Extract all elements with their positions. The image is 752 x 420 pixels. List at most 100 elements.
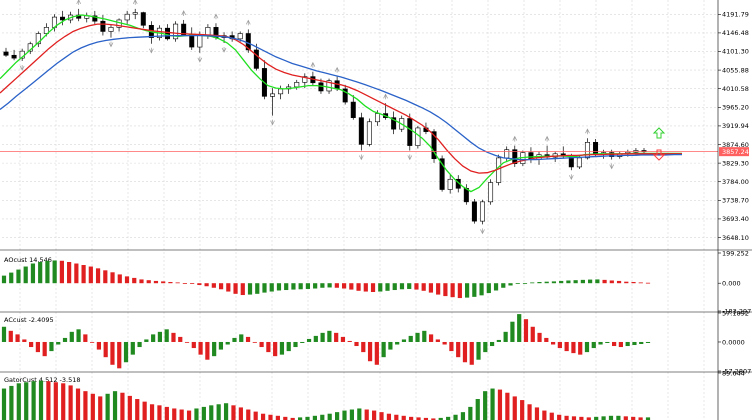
candle-body [124,13,130,21]
gator-histogram [1,380,651,420]
ao-bar [341,283,347,289]
candle-body [407,118,413,146]
ao-bar [146,280,151,284]
ao-bar [45,260,50,284]
ao-bar [588,279,593,284]
ac-bar [232,337,237,342]
ac-bar [578,341,583,355]
gator-bar [349,409,355,420]
candle-body [576,157,582,168]
candle-body [342,88,348,103]
gator-bar [416,417,421,420]
ao-bar [313,283,318,289]
ao-bar [226,283,231,292]
ac-bar [171,332,176,342]
gator-bar [460,412,466,420]
ac-bar [56,341,61,345]
price-panel[interactable] [0,0,718,235]
gator-bar [90,393,95,420]
ac-bar [90,341,95,343]
candle-body [374,113,380,123]
gator-bar [61,383,66,420]
gator-bar [53,382,58,420]
candle-body [366,121,372,145]
gator-bar [157,405,162,420]
y-tick-label: 3919.94 [722,122,749,130]
ac-bar [320,332,325,342]
ac-bar [218,341,224,350]
gator-indicator-label: GatorCust 4.512 -3.518 [4,376,81,384]
candle-body [504,149,510,159]
gator-bar [149,404,155,420]
ac-oscillator-panel[interactable]: ACcust -2.4095 [1,314,651,369]
candle-body [471,201,477,222]
ac-bar [42,341,47,357]
gator-bar [164,406,169,420]
ao-bar [580,279,585,284]
red-moving-average-line [0,23,682,174]
candle [584,138,590,160]
y-tick-label: 4055.88 [722,66,749,74]
ao-bar [103,270,108,284]
gator-bar [120,392,125,420]
ao-bar [168,281,173,284]
gator-bar [342,410,347,420]
ao-bar [486,283,491,294]
fractal-up-marker-icon [334,66,340,73]
y-tick-label: 4146.48 [722,29,749,37]
gator-bar [216,404,221,420]
candle-body [237,33,243,40]
gator-bar [446,416,451,420]
candle [278,85,284,100]
ao-bar [378,283,383,292]
ac-bar [489,341,495,347]
y-tick-label: 3738.70 [722,197,749,205]
y-tick-label: 4101.30 [722,48,749,56]
y-tick-label: 57.1892 [722,309,749,317]
ao-bar [1,275,7,284]
gator-bar [238,407,243,420]
ac-bar [557,341,562,349]
ao-bar [262,283,267,293]
fractal-markers [19,0,615,235]
ac-bar [96,341,102,350]
gator-bar [105,393,110,420]
fractal-down-marker-icon [359,154,364,161]
candle [366,118,372,147]
gator-oscillator-panel[interactable]: GatorCust 4.512 -3.518 [1,376,651,420]
gator-bar [401,415,406,420]
gator-bar [335,412,340,420]
ac-bar [598,341,603,345]
ac-bar [625,341,630,347]
gator-bar [423,417,429,420]
ao-oscillator-panel[interactable]: AOcust 14.546 [1,256,651,299]
candle [471,198,477,224]
ac-bar [49,341,54,352]
gator-bar [223,403,229,420]
ac-bar [22,339,27,342]
gator-bar [431,418,436,420]
ao-bar [363,283,368,292]
candle-body [92,15,98,22]
ac-bar [313,335,318,342]
ac-bar [279,341,285,355]
ac-bar [164,329,169,342]
fractal-down-marker-icon [108,41,114,48]
ao-bar [204,283,209,287]
ac-bar [15,334,20,342]
candle [253,43,259,71]
fractal-up-marker-icon [544,135,550,142]
candle-body [140,12,146,26]
ao-indicator-label: AOcust 14.546 [4,256,52,264]
ac-bar [245,336,251,342]
ao-bar [566,280,571,284]
ac-bar [476,341,481,360]
ao-bar [334,283,339,288]
candle-body [173,23,179,40]
ac-bar [584,341,590,353]
gator-bar [246,409,251,420]
ac-bar [212,341,217,357]
hollow-up-arrow-icon [652,127,666,139]
ao-bar [320,283,325,288]
